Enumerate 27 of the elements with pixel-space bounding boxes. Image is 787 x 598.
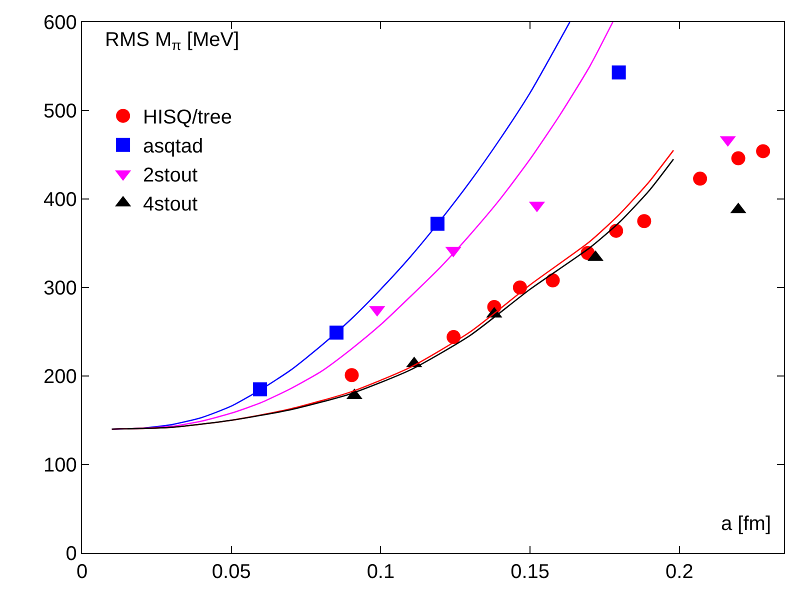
legend-label: 2stout — [143, 164, 198, 187]
point — [609, 224, 624, 238]
x-tick-label: 0.15 — [510, 561, 550, 584]
x-tick-label: 0.2 — [666, 561, 694, 584]
x-tick-label: 0.05 — [212, 561, 251, 584]
legend-label: HISQ/tree — [143, 106, 232, 129]
y-tick-label: 0 — [66, 543, 77, 565]
legend-label: 4stout — [143, 194, 198, 216]
point — [446, 330, 461, 344]
x-tick-label: 0.1 — [366, 561, 395, 584]
point — [731, 151, 746, 166]
point — [756, 144, 770, 158]
point — [546, 273, 560, 288]
y-tick-label: 300 — [43, 278, 77, 300]
point — [637, 214, 652, 228]
y-axis-title: RMS M$_{π}$ [MeV] — [105, 29, 240, 54]
y-tick-label: 100 — [43, 454, 77, 476]
point — [344, 368, 359, 382]
y-tick-label: 600 — [43, 12, 77, 34]
point — [612, 65, 626, 80]
legend-label: asqtad — [143, 136, 204, 158]
point — [512, 280, 527, 294]
y-tick-label: 500 — [43, 100, 77, 122]
point — [693, 172, 708, 186]
x-axis-title: a [fm] — [721, 513, 772, 535]
y-tick-label: 200 — [43, 366, 77, 388]
y-tick-label: 400 — [43, 189, 77, 211]
